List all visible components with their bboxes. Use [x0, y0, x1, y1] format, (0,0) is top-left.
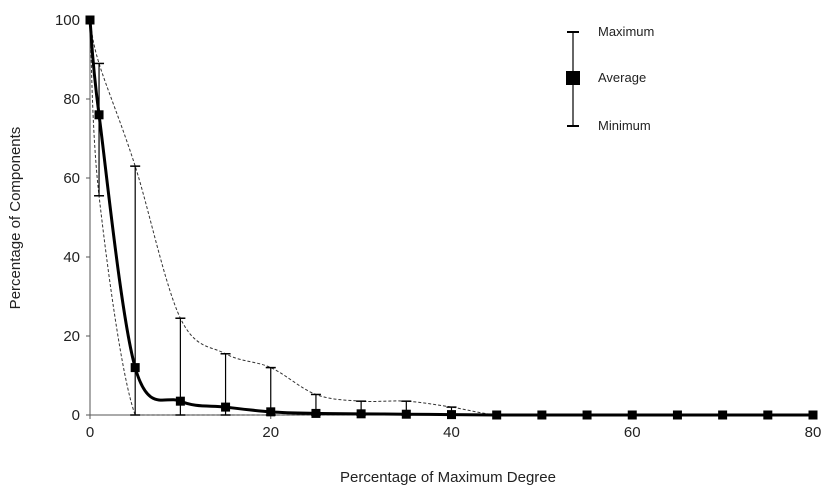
- average-point: [537, 410, 547, 420]
- average-point: [221, 402, 231, 412]
- legend-minimum-label: Minimum: [598, 118, 651, 133]
- average-point: [582, 410, 592, 420]
- average-point: [492, 410, 502, 420]
- x-tick-label: 80: [805, 424, 822, 441]
- average-point: [672, 410, 682, 420]
- legend-average-label: Average: [598, 70, 646, 85]
- series-maximum-line: [89, 19, 813, 416]
- average-point: [808, 410, 818, 420]
- marker-layer: [85, 15, 818, 420]
- error-bar-layer: [94, 62, 457, 416]
- y-tick-label: 40: [63, 249, 80, 266]
- y-axis-title: Percentage of Components: [7, 127, 24, 310]
- average-point: [401, 409, 411, 419]
- tick-layer: 0 20 40 60 80 0 20 40 60 80 100: [55, 12, 821, 441]
- average-point: [763, 410, 773, 420]
- y-tick-label: 100: [55, 12, 80, 29]
- average-point: [447, 410, 456, 420]
- x-tick-label: 40: [443, 424, 460, 441]
- average-point: [94, 110, 104, 120]
- axes: [89, 20, 815, 416]
- average-point: [175, 396, 185, 406]
- legend: Maximum Average Minimum: [566, 24, 654, 133]
- x-tick-label: 20: [262, 424, 279, 441]
- legend-maximum-label: Maximum: [598, 24, 654, 39]
- y-tick-label: 80: [63, 91, 80, 108]
- x-tick-label: 60: [624, 424, 641, 441]
- average-point: [130, 363, 140, 373]
- series-minimum-line: [89, 19, 813, 416]
- x-tick-label: 0: [86, 424, 94, 441]
- series-average-line: [88, 19, 813, 417]
- average-point: [85, 15, 95, 25]
- average-point: [627, 410, 637, 420]
- y-tick-label: 60: [63, 170, 80, 187]
- series-layer: [88, 19, 813, 417]
- y-tick-label: 0: [72, 407, 80, 424]
- x-axis-title: Percentage of Maximum Degree: [340, 469, 556, 486]
- average-point: [718, 410, 728, 420]
- legend-average-marker: [566, 71, 580, 85]
- average-point: [266, 407, 276, 417]
- y-tick-label: 20: [63, 328, 80, 345]
- average-point: [311, 408, 321, 418]
- average-point: [356, 409, 366, 419]
